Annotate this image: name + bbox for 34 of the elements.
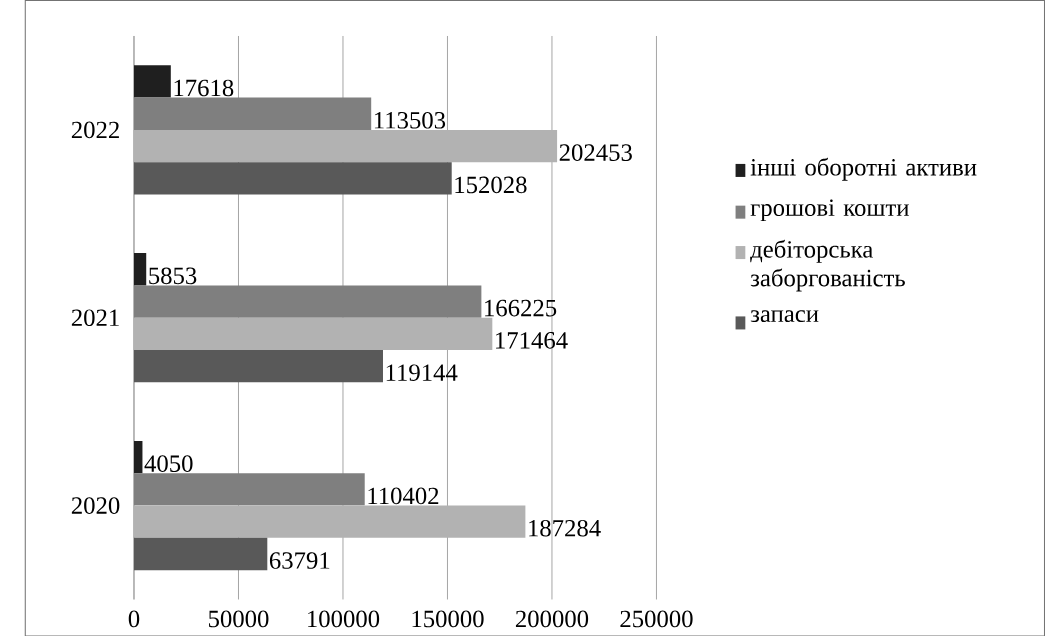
data-label: 166225 (485, 299, 557, 317)
data-label: 152028 (455, 176, 527, 194)
x-tick-label: 150000 (412, 610, 484, 628)
bar (133, 65, 171, 98)
legend-label: дебіторська заборгованість (750, 239, 905, 292)
data-label: 5853 (149, 267, 197, 284)
data-label: 4050 (144, 455, 193, 472)
x-tick-label: 50000 (208, 610, 269, 628)
bar (133, 317, 493, 350)
bar (133, 537, 268, 570)
x-tick-label: 250000 (620, 610, 693, 628)
x-tick-label: 0 (128, 610, 140, 628)
legend-label: інші оборотні активи (750, 157, 977, 181)
data-label: 187284 (529, 519, 601, 537)
data-label: 171464 (496, 331, 568, 349)
data-label: 202453 (559, 144, 632, 161)
bar (133, 161, 452, 195)
bar (133, 440, 143, 474)
x-tick-label: 100000 (308, 610, 380, 628)
y-tick-label: 2020 (71, 497, 120, 514)
y-tick-label: 2022 (71, 121, 119, 139)
data-label: 63791 (269, 552, 330, 569)
data-label: 113503 (374, 111, 446, 129)
legend-label: запаси (750, 309, 819, 322)
bar (133, 252, 147, 286)
y-tick-label: 2021 (71, 309, 119, 326)
x-tick-label: 200000 (515, 610, 589, 628)
legend-label: грошові кошти (750, 199, 909, 221)
data-label: 110402 (368, 487, 439, 505)
bar (133, 505, 526, 538)
bar (133, 349, 383, 383)
data-label: 119144 (386, 364, 458, 381)
bar (133, 129, 558, 162)
data-label: 17618 (174, 79, 234, 97)
